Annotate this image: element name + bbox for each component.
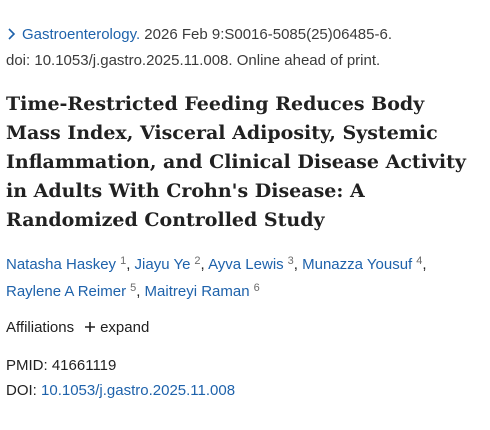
plus-icon[interactable] bbox=[84, 321, 96, 333]
author-separator: , bbox=[136, 283, 141, 300]
author: Ayva Lewis 3, bbox=[208, 255, 298, 274]
doi-line: doi: 10.1053/j.gastro.2025.11.008. Onlin… bbox=[6, 52, 381, 69]
author-name[interactable]: Natasha Haskey bbox=[6, 256, 117, 273]
author-list: Natasha Haskey 1, Jiayu Ye 2, Ayva Lewis 3,… bbox=[6, 251, 482, 305]
author-name[interactable]: Raylene A Reimer bbox=[6, 283, 127, 300]
doi-label: DOI: bbox=[6, 382, 37, 399]
author: Natasha Haskey 1, bbox=[6, 255, 131, 274]
author-separator: , bbox=[293, 256, 298, 273]
affiliation-number[interactable]: 1 bbox=[120, 255, 127, 267]
author-separator: , bbox=[200, 256, 205, 273]
author-name[interactable]: Maitreyi Raman bbox=[144, 283, 250, 300]
citation-details: 2026 Feb 9:S0016-5085(25)06485-6. bbox=[144, 26, 392, 43]
author-separator: , bbox=[422, 256, 427, 273]
affiliation-number[interactable]: 5 bbox=[130, 282, 137, 294]
article-title: Time-Restricted Feeding Reduces Body Mas… bbox=[6, 93, 466, 231]
author: Raylene A Reimer 5, bbox=[6, 282, 141, 301]
author-name[interactable]: Ayva Lewis bbox=[208, 256, 284, 273]
affiliation-number[interactable]: 2 bbox=[194, 255, 201, 267]
pmid: 41661119 bbox=[51, 357, 117, 374]
author: Jiayu Ye 2, bbox=[134, 255, 205, 274]
pmid-label: PMID: bbox=[6, 357, 48, 374]
expand-toggle[interactable]: expand bbox=[100, 319, 150, 336]
identifiers: PMID: 41661119 DOI: 10.1053/j.gastro.202… bbox=[6, 353, 482, 403]
doi-link[interactable]: 10.1053/j.gastro.2025.11.008 bbox=[41, 382, 236, 399]
author: Munazza Yousuf 4, bbox=[302, 255, 427, 274]
journal-link[interactable]: Gastroenterology. bbox=[22, 26, 141, 43]
citation: Gastroenterology. 2026 Feb 9:S0016-5085(… bbox=[6, 22, 482, 74]
affiliation-number[interactable]: 3 bbox=[287, 255, 294, 267]
author-separator: , bbox=[126, 256, 131, 273]
affiliations: Affiliations expand bbox=[6, 315, 482, 341]
author-name[interactable]: Munazza Yousuf bbox=[302, 256, 413, 273]
author: Maitreyi Raman 6 bbox=[144, 282, 260, 301]
affiliation-number[interactable]: 4 bbox=[416, 255, 423, 267]
author-name[interactable]: Jiayu Ye bbox=[134, 256, 191, 273]
chevron-icon bbox=[8, 28, 16, 40]
affiliation-number[interactable]: 6 bbox=[253, 282, 260, 294]
affiliations-label: Affiliations bbox=[6, 319, 75, 336]
